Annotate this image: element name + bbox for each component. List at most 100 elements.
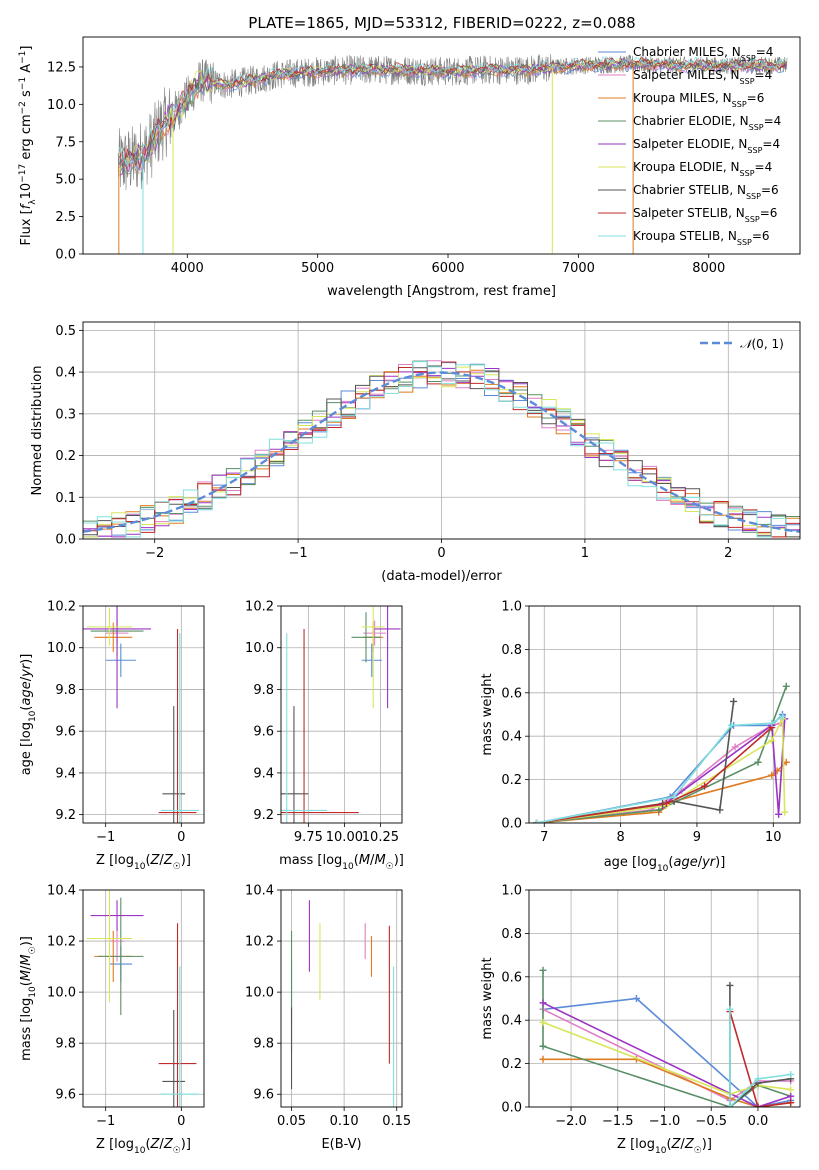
legend-entry-tail: =6 [760, 206, 778, 220]
legend-entry: Chabrier STELIB, NSSP=6 [633, 183, 779, 201]
x-tick-label: −2.0 [555, 1114, 587, 1129]
legend-entry-tail: =6 [752, 229, 770, 243]
weight-marker [539, 966, 547, 974]
x-tick-label: −1 [96, 1114, 115, 1129]
x-tick-label: 1 [581, 546, 589, 561]
y-tick-label: 0.2 [501, 1057, 522, 1072]
legend-entry-base: Chabrier ELODIE, N [633, 114, 749, 128]
legend-entry-sub: SSP [745, 215, 760, 224]
weight-marker [754, 1075, 762, 1083]
x-axis-label: E(B-V) [321, 1137, 361, 1152]
y-tick-label: 10.4 [245, 884, 274, 899]
y-tick-label: 0.8 [501, 643, 522, 658]
weight-marker [539, 1042, 547, 1050]
plot-area [290, 900, 395, 1107]
figure-title: PLATE=1865, MJD=53312, FIBERID=0222, z=0… [248, 14, 635, 32]
legend-entry-base: Kroupa ELODIE, N [633, 160, 740, 174]
axes-frame [82, 321, 801, 540]
y-tick-label: 10.2 [47, 935, 76, 950]
y-tick-label: 10.0 [47, 98, 76, 113]
legend-entry-sub: SSP [747, 146, 762, 155]
model-spectrum-line [119, 56, 787, 169]
weight-marker [670, 793, 678, 801]
chart-spectrum: 4000 5000 6000 7000 8000 0.0 2.5 5.0 7.5 10.0 12.5… [18, 36, 801, 299]
y-tick-label: 9.4 [55, 766, 76, 781]
plot-area [117, 53, 788, 254]
chart-mass-weight-vs-Z: −2.0 −1.5 −1.0 −0.5 0.0 0.0 0.2 0.4 0.6 0.8 1.0 Z [… [480, 884, 801, 1156]
x-tick-label: 2 [724, 546, 732, 561]
weight-marker [754, 1103, 762, 1107]
x-tick-label: 10.25 [362, 830, 399, 845]
y-tick-label: 0.0 [55, 533, 76, 548]
weight-marker [775, 810, 783, 818]
gaussian-curve [83, 371, 800, 533]
weight-line [542, 1021, 791, 1095]
legend-entry-sub: SSP [732, 100, 747, 109]
weight-line [729, 1009, 791, 1107]
legend-entry-tail: =4 [764, 114, 782, 128]
legend-gaussian-label: 𝒩(0, 1) [740, 337, 784, 351]
y-axis-label: Normed distribution [30, 366, 45, 496]
x-axis-label: Z [log10(Z/Z☉)] [96, 1137, 191, 1156]
plot-area [281, 606, 401, 823]
x-tick-label: 8 [616, 830, 624, 845]
x-tick-label: −2 [145, 546, 164, 561]
x-tick-label: 5000 [301, 261, 334, 276]
y-tick-label: 9.4 [253, 766, 274, 781]
y-tick-label: 0.4 [501, 1014, 522, 1029]
weight-marker [726, 1103, 734, 1107]
plot-area [539, 966, 795, 1107]
weight-line [542, 1002, 791, 1107]
weight-marker [730, 697, 738, 705]
legend-entry: Kroupa ELODIE, NSSP=4 [633, 160, 772, 178]
model-spectrum-line [119, 55, 787, 172]
legend-entry-sub: SSP [746, 192, 761, 201]
x-tick-label: −1.5 [602, 1114, 634, 1129]
y-tick-label: 0.0 [501, 1101, 522, 1116]
legend-entry: Kroupa STELIB, NSSP=6 [633, 229, 770, 247]
y-tick-label: 10.0 [47, 641, 76, 656]
plot-area [86, 890, 199, 1107]
x-tick-label: 0 [177, 1114, 185, 1129]
legend-entry-base: Chabrier STELIB, N [633, 183, 746, 197]
model-spectrum-line [119, 57, 787, 168]
y-tick-label: 1.0 [501, 600, 522, 615]
legend-entry: Chabrier ELODIE, NSSP=4 [633, 114, 781, 132]
legend-entry-sub: SSP [740, 77, 755, 86]
weight-line [729, 1011, 791, 1107]
legend-entry: Chabrier MILES, NSSP=4 [633, 45, 773, 63]
y-axis-label: mass weight [480, 957, 495, 1039]
y-tick-label: 10.2 [245, 935, 274, 950]
legend-entry-sub: SSP [749, 123, 764, 132]
y-tick-label: 0.8 [501, 927, 522, 942]
y-tick-label: 9.6 [55, 1088, 76, 1103]
y-tick-label: 12.5 [47, 60, 76, 75]
y-tick-label: 1.0 [501, 884, 522, 899]
y-tick-label: 2.5 [55, 210, 76, 225]
y-tick-label: 10.2 [245, 600, 274, 615]
residual-histogram [83, 361, 800, 538]
axes-frame [280, 605, 403, 824]
x-tick-label: 8000 [692, 261, 725, 276]
legend-entry-tail: =4 [755, 68, 773, 82]
y-tick-label: 10.2 [47, 600, 76, 615]
x-axis-label: (data-model)/error [381, 569, 502, 584]
x-tick-label: 0.15 [382, 1114, 411, 1129]
plot-area [83, 360, 800, 538]
y-tick-label: 0.2 [501, 773, 522, 788]
weight-marker [768, 737, 776, 745]
y-tick-label: 9.2 [253, 808, 274, 823]
x-tick-label: 7000 [562, 261, 595, 276]
weight-marker [787, 1070, 795, 1078]
x-tick-label: 0.0 [748, 1114, 769, 1129]
x-tick-label: 4000 [171, 261, 204, 276]
y-tick-label: 9.8 [253, 683, 274, 698]
y-tick-label: 7.5 [55, 135, 76, 150]
y-tick-label: 0.0 [501, 817, 522, 832]
x-tick-label: −1 [289, 546, 308, 561]
weight-marker [539, 1055, 547, 1063]
axes-frame [528, 605, 801, 824]
y-tick-label: 9.8 [55, 683, 76, 698]
weight-marker [731, 743, 739, 751]
